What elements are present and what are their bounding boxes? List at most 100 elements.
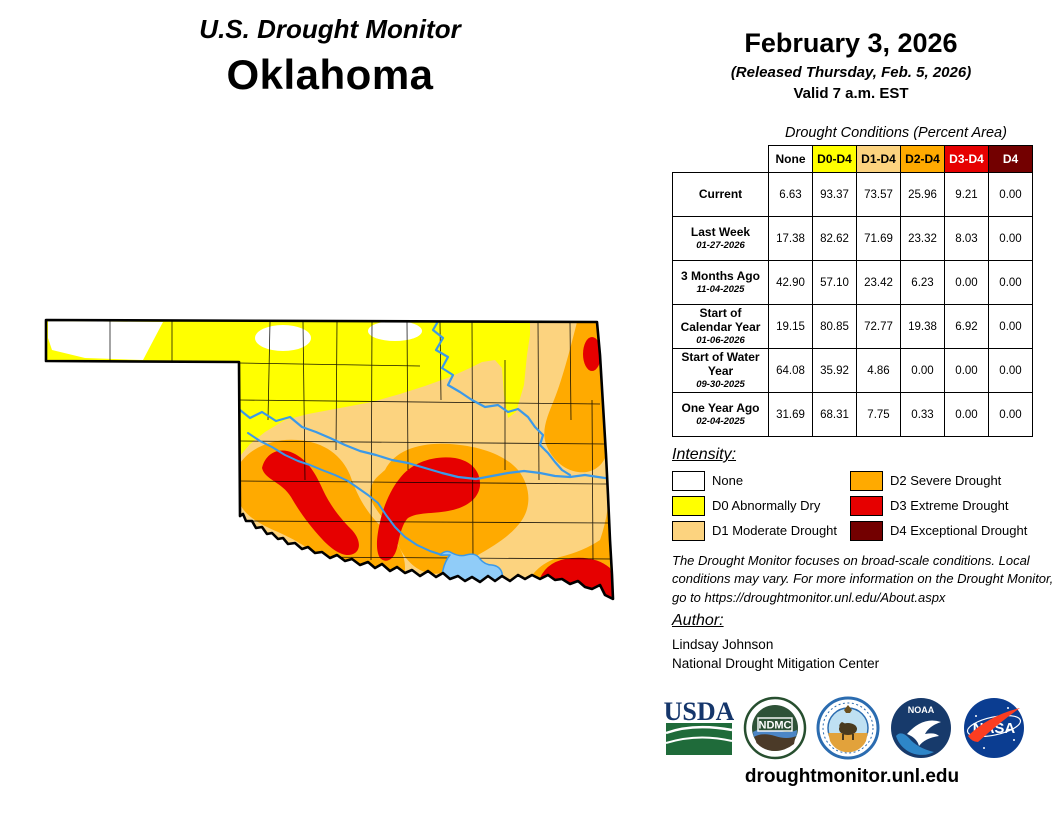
- disclaimer-text: The Drought Monitor focuses on broad-sca…: [672, 553, 1054, 605]
- map-container: [40, 305, 640, 625]
- drought-region-none-north2: [368, 321, 422, 341]
- author-name: Lindsay Johnson: [672, 637, 774, 652]
- row-label: One Year Ago: [681, 400, 760, 415]
- cell-value: 72.77: [856, 304, 901, 349]
- svg-text:NDMC: NDMC: [759, 720, 792, 732]
- cell-value: 71.69: [856, 216, 901, 261]
- cell-value: 0.00: [944, 348, 989, 393]
- agency-logos: USDA NDMC NOAA: [664, 696, 1026, 760]
- table-row: Last Week 01-27-2026 17.38 82.62 71.69 23…: [672, 216, 1033, 261]
- legend-item: D0 Abnormally Dry: [672, 493, 837, 518]
- col-header-d4: D4: [988, 145, 1033, 173]
- cell-value: 0.00: [944, 392, 989, 437]
- row-date: 01-06-2026: [696, 335, 745, 347]
- cell-value: 6.92: [944, 304, 989, 349]
- table-corner-cell: [672, 145, 769, 173]
- table-caption: Drought Conditions (Percent Area): [785, 125, 1007, 141]
- cell-value: 8.03: [944, 216, 989, 261]
- cell-value: 35.92: [812, 348, 857, 393]
- cell-value: 82.62: [812, 216, 857, 261]
- legend-item: D2 Severe Drought: [850, 468, 1027, 493]
- title-block: U.S. Drought Monitor Oklahoma: [120, 14, 540, 99]
- cell-value: 25.96: [900, 172, 945, 217]
- legend-swatch-d3: [850, 495, 883, 516]
- legend-swatch-d2: [850, 470, 883, 491]
- usda-logo: USDA: [664, 697, 734, 755]
- col-header-d3d4: D3-D4: [944, 145, 989, 173]
- author-heading: Author:: [672, 612, 724, 629]
- cell-value: 0.00: [988, 216, 1033, 261]
- col-header-d2d4: D2-D4: [900, 145, 945, 173]
- row-date: 02-04-2025: [696, 416, 745, 428]
- row-date: 09-30-2025: [696, 379, 745, 391]
- table-row: Start of Calendar Year 01-06-2026 19.15 8…: [672, 304, 1033, 349]
- washita-river: [247, 432, 453, 556]
- footer-url[interactable]: droughtmonitor.unl.edu: [744, 766, 960, 787]
- state-title: Oklahoma: [226, 51, 434, 98]
- cell-value: 0.00: [988, 348, 1033, 393]
- cell-value: 9.21: [944, 172, 989, 217]
- canadian-river: [238, 408, 613, 481]
- cell-value: 17.38: [768, 216, 813, 261]
- table-row: Current 6.63 93.37 73.57 25.96 9.21 0.00: [672, 172, 1033, 217]
- noaa-logo: NOAA: [891, 698, 951, 758]
- row-label: Current: [698, 186, 743, 201]
- cell-value: 4.86: [856, 348, 901, 393]
- author-org: National Drought Mitigation Center: [672, 656, 880, 671]
- cell-value: 23.42: [856, 260, 901, 305]
- drought-region-d3-northeast: [583, 337, 601, 371]
- legend-item: None: [672, 468, 837, 493]
- drought-region-d3-southcentral: [376, 457, 481, 561]
- row-label: 3 Months Ago: [681, 268, 760, 283]
- table-row: Start of Water Year 09-30-2025 64.08 35.9…: [672, 348, 1033, 393]
- row-date: 01-27-2026: [696, 240, 745, 252]
- nasa-logo: NASA: [964, 698, 1024, 758]
- row-label: Start of Calendar Year: [680, 305, 761, 334]
- table-row: One Year Ago 02-04-2025 31.69 68.31 7.75 …: [672, 392, 1033, 437]
- cell-value: 80.85: [812, 304, 857, 349]
- state-outline: [44, 318, 615, 601]
- legend-swatch-d4: [850, 520, 883, 541]
- col-header-d0d4: D0-D4: [812, 145, 857, 173]
- drought-region-d0: [46, 320, 530, 456]
- legend-swatch-d1: [672, 520, 705, 541]
- cell-value: 23.32: [900, 216, 945, 261]
- county-lines: [109, 320, 613, 561]
- arkansas-river: [431, 320, 572, 477]
- doi-logo: [816, 696, 880, 760]
- cell-value: 0.00: [900, 348, 945, 393]
- svg-text:USDA: USDA: [664, 697, 734, 726]
- legend-heading: Intensity:: [672, 446, 737, 463]
- cell-value: 73.57: [856, 172, 901, 217]
- legend-item: D4 Exceptional Drought: [850, 518, 1027, 543]
- row-label: Last Week: [690, 224, 751, 239]
- cell-value: 19.15: [768, 304, 813, 349]
- row-label: Start of Water Year: [681, 349, 760, 378]
- cell-value: 0.00: [988, 172, 1033, 217]
- cell-value: 31.69: [768, 392, 813, 437]
- legend-item: D1 Moderate Drought: [672, 518, 837, 543]
- col-header-d1d4: D1-D4: [856, 145, 901, 173]
- cell-value: 57.10: [812, 260, 857, 305]
- drought-map: [44, 318, 615, 601]
- svg-text:NOAA: NOAA: [908, 705, 935, 715]
- legend-swatch-d0: [672, 495, 705, 516]
- drought-region-none-panhandle: [48, 321, 163, 360]
- cell-value: 64.08: [768, 348, 813, 393]
- cell-value: 68.31: [812, 392, 857, 437]
- cell-value: 0.00: [988, 392, 1033, 437]
- map-date: February 3, 2026: [744, 28, 958, 58]
- table-row: 3 Months Ago 11-04-2025 42.90 57.10 23.42…: [672, 260, 1033, 305]
- cell-value: 6.23: [900, 260, 945, 305]
- row-date: 11-04-2025: [696, 284, 745, 296]
- drought-region-d3-southwest: [262, 450, 359, 556]
- legend-swatch-none: [672, 470, 705, 491]
- cell-value: 6.63: [768, 172, 813, 217]
- col-header-none: None: [768, 145, 813, 173]
- drought-region-none-north1: [255, 325, 311, 351]
- date-block: February 3, 2026 (Released Thursday, Feb…: [667, 28, 1035, 102]
- drought-conditions-table: None D0-D4 D1-D4 D2-D4 D3-D4 D4 Current …: [672, 145, 1033, 437]
- cell-value: 7.75: [856, 392, 901, 437]
- page-title: U.S. Drought Monitor: [199, 14, 461, 44]
